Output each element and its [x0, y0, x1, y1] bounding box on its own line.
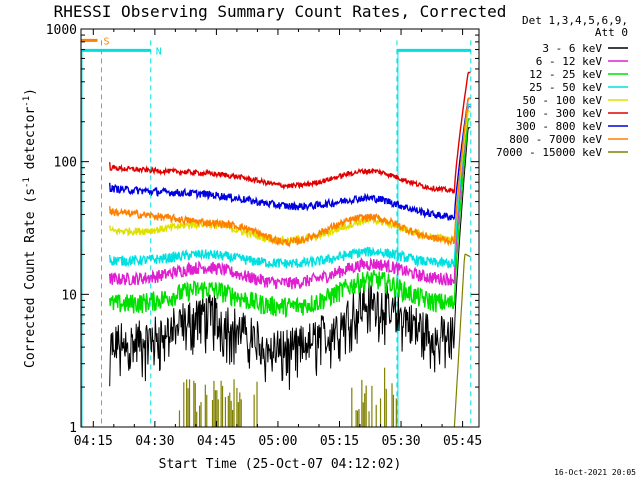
chart-title: RHESSI Observing Summary Count Rates, Co… — [54, 2, 507, 21]
series-line-5 — [109, 71, 471, 195]
series-line-4 — [109, 110, 471, 246]
x-tick-label: 04:15 — [74, 434, 113, 449]
series-line-0 — [109, 127, 471, 390]
series-line-6 — [109, 97, 471, 221]
legend-entry-label: 100 - 300 keV — [516, 107, 602, 120]
legend-entry-label: 6 - 12 keV — [536, 55, 603, 68]
x-tick-label: 04:30 — [135, 434, 174, 449]
saa-label: S — [104, 36, 110, 47]
series-line-1 — [109, 105, 471, 290]
legend-entry-label: 800 - 7000 keV — [509, 133, 602, 146]
y-axis: 1 10 100 1000 — [46, 23, 479, 436]
series-8-spikes — [178, 367, 397, 427]
series-line — [453, 253, 471, 427]
legend-header: Det 1,3,4,5,6,9, — [522, 14, 628, 27]
series-line-3 — [109, 103, 471, 269]
x-tick-label: 05:45 — [443, 434, 482, 449]
legend-header: Att 0 — [595, 26, 628, 39]
plot-frame — [80, 28, 480, 428]
night-label: N — [156, 46, 162, 57]
series-line-2 — [109, 118, 471, 318]
y-tick-label: 1000 — [46, 23, 77, 38]
y-tick-label: 10 — [61, 288, 77, 303]
y-tick-label: 1 — [69, 421, 77, 436]
x-tick-label: 05:30 — [381, 434, 420, 449]
series-layer — [109, 71, 471, 427]
legend-entry-label: 25 - 50 keV — [529, 81, 602, 94]
y-axis-label: Corrected Count Rate (s-1 detector-1) — [22, 88, 38, 368]
legend-entry-label: 7000 - 15000 keV — [496, 146, 602, 159]
legend-entry-label: 300 - 800 keV — [516, 120, 602, 133]
footer-timestamp: 16-Oct-2021 20:05 — [554, 468, 636, 477]
x-axis-label: Start Time (25-Oct-07 04:12:02) — [159, 457, 402, 472]
x-tick-label: 04:45 — [197, 434, 236, 449]
x-tick-label: 05:00 — [258, 434, 297, 449]
legend-entry-label: 3 - 6 keV — [542, 42, 602, 55]
legend-entry-label: 50 - 100 keV — [523, 94, 603, 107]
y-tick-label: 100 — [54, 156, 77, 171]
orbit-shading: SN — [81, 36, 472, 427]
series-line-7 — [109, 97, 471, 248]
legend-entry-label: 12 - 25 keV — [529, 68, 602, 81]
x-axis: 04:15 04:30 04:45 05:00 05:15 05:30 05:45 — [74, 29, 482, 449]
x-tick-label: 05:15 — [320, 434, 359, 449]
